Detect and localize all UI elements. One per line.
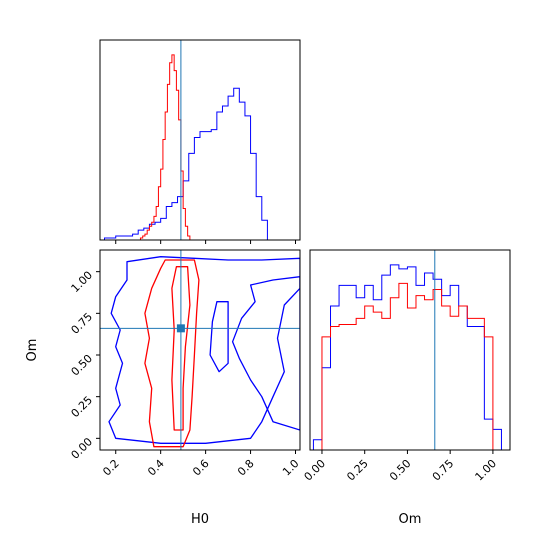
contour-4 <box>209 301 229 373</box>
contour-ytick-label-3: 0.75 <box>69 310 96 337</box>
contour-2 <box>144 259 200 448</box>
h0-om-contour-panel: 0.2 0.4 0.6 0.8 1.0 0.00 0.25 0.50 0.75 1.00 <box>69 249 302 479</box>
om-histogram-panel: 0.00 0.25 0.50 0.75 1.00 <box>302 249 511 484</box>
x-axis-label-om: Om <box>399 512 422 527</box>
contour-ytick-label-2: 0.50 <box>69 352 96 379</box>
contour-3 <box>171 266 191 431</box>
contour-layer <box>108 256 300 448</box>
om-hist-xtick-label-1: 0.25 <box>344 457 371 484</box>
h0-histogram-panel <box>99 39 301 244</box>
x-axis-label-h0: H0 <box>191 512 209 527</box>
om-hist-series-0 <box>312 264 502 450</box>
contour-xtick-label-0: 0.2 <box>100 457 122 479</box>
contour-xtick-label-1: 0.4 <box>145 457 167 479</box>
om-hist-xtick-label-4: 1.00 <box>473 457 500 484</box>
h0-hist-series-1 <box>139 54 191 240</box>
contour-ytick-label-0: 0.00 <box>69 435 96 462</box>
y-axis-label-om: Om <box>25 339 40 362</box>
contour-ytick-label-4: 1.00 <box>69 269 96 296</box>
contour-1 <box>231 276 300 431</box>
contour-ytick-label-1: 0.25 <box>69 394 96 421</box>
om-hist-xtick-label-2: 0.50 <box>387 457 414 484</box>
contour-xtick-label-3: 0.8 <box>235 457 257 479</box>
contour-xtick-label-2: 0.6 <box>190 457 212 479</box>
om-hist-series-1 <box>321 282 494 450</box>
h0-hist-series-0 <box>103 87 268 240</box>
contour-truth-marker <box>176 324 185 333</box>
contour-xtick-label-4: 1.0 <box>280 457 302 479</box>
om-hist-frame <box>309 249 511 451</box>
om-hist-xtick-label-0: 0.00 <box>302 457 329 484</box>
h0-hist-frame <box>99 39 301 241</box>
contour-0 <box>108 256 300 444</box>
contour-frame <box>99 249 301 451</box>
om-hist-xtick-label-3: 0.75 <box>430 457 457 484</box>
